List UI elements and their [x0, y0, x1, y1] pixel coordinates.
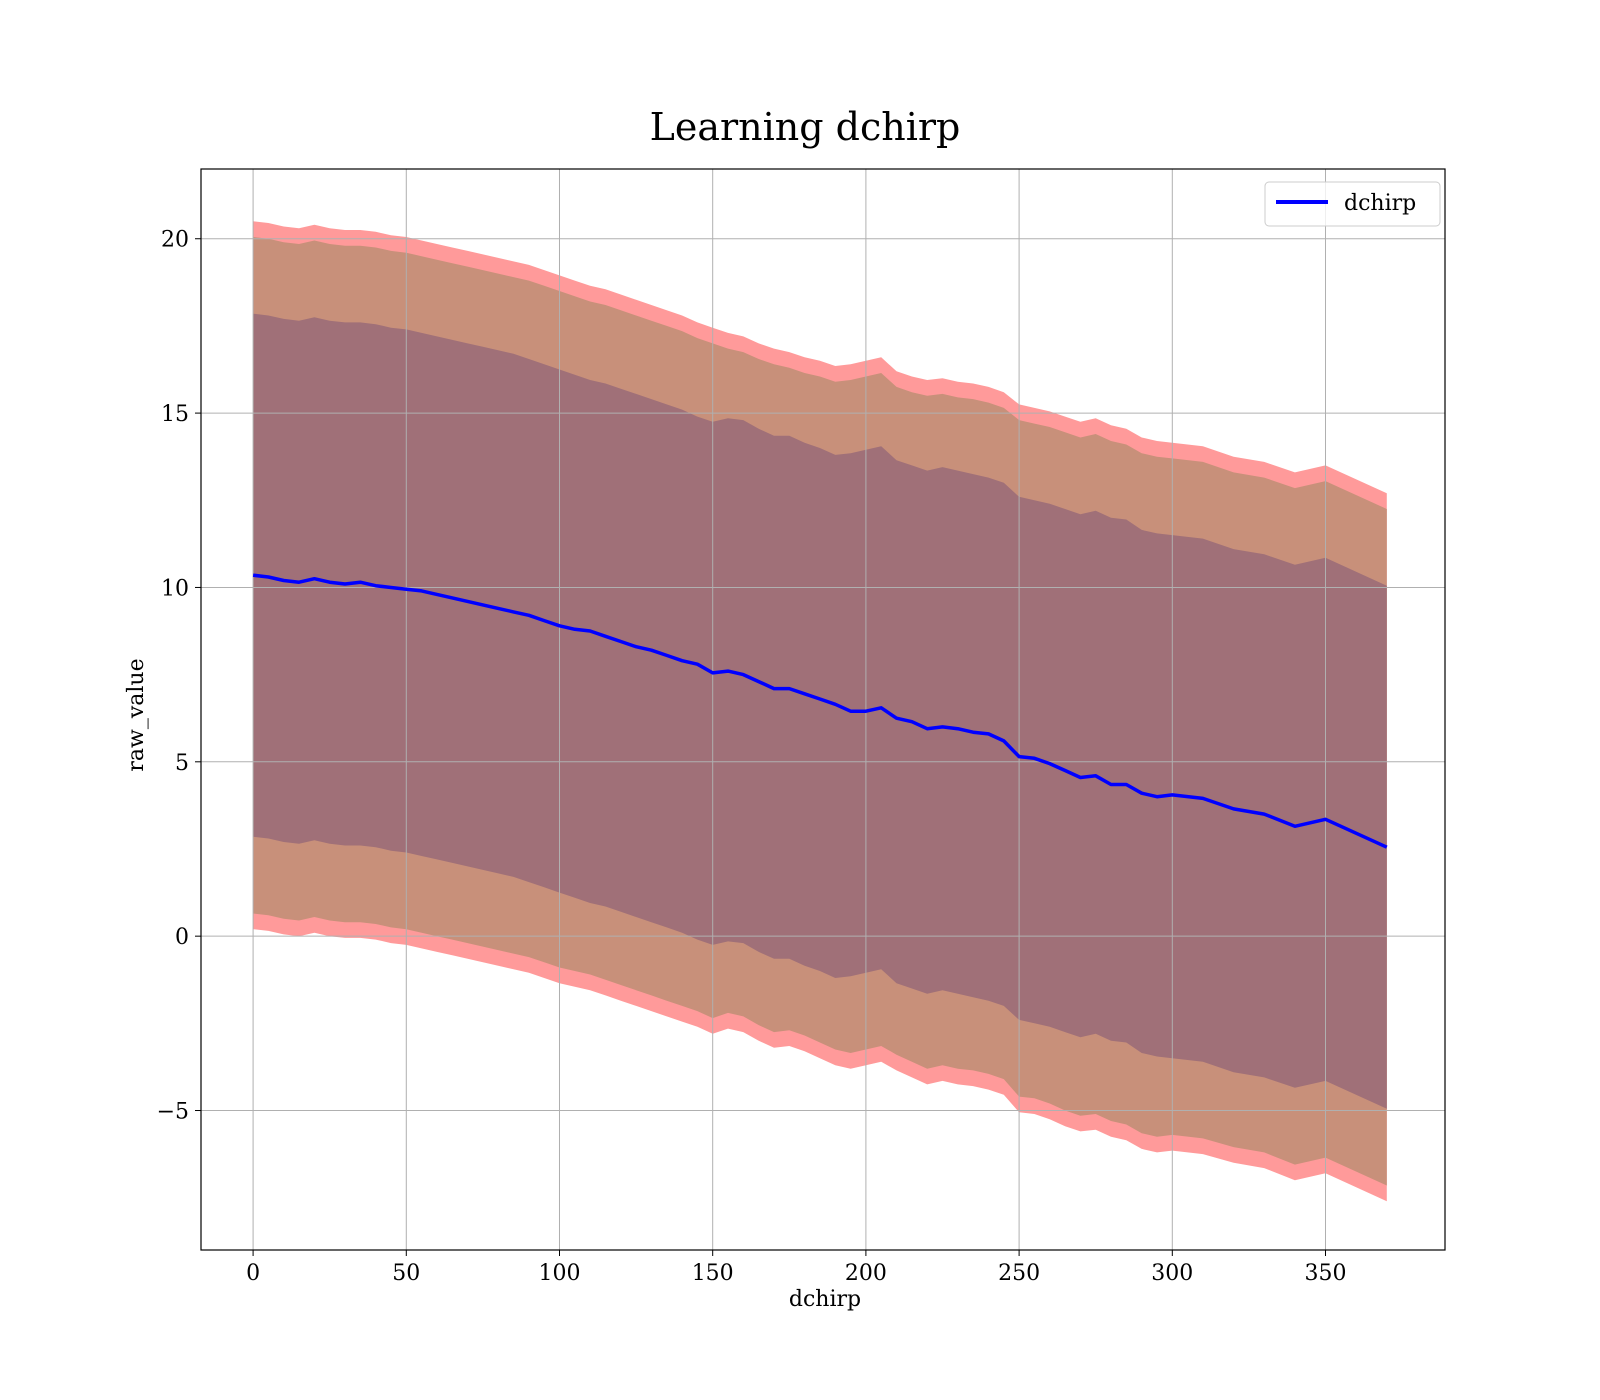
y-tick-label: 20	[161, 228, 189, 253]
grid-lines	[201, 169, 1445, 1250]
y-tick-label: 0	[175, 925, 189, 950]
x-tick-label: 250	[998, 1261, 1040, 1286]
legend: dchirp	[1264, 181, 1441, 227]
legend-label: dchirp	[1344, 191, 1416, 216]
band-inner	[253, 313, 1387, 1109]
y-tick-label: 10	[161, 576, 189, 601]
x-tick-label: 350	[1305, 1261, 1347, 1286]
y-tick-label: −5	[157, 1100, 189, 1125]
x-axis-ticks: 0 50 100 150 200 250 300 350	[246, 1250, 1347, 1286]
chart-title: Learning dchirp	[650, 105, 961, 149]
y-axis-label: raw_value	[124, 658, 149, 771]
x-axis-label: dchirp	[789, 1287, 861, 1312]
x-tick-label: 50	[392, 1261, 420, 1286]
x-tick-label: 150	[692, 1261, 734, 1286]
x-tick-label: 0	[246, 1261, 260, 1286]
x-tick-label: 100	[538, 1261, 580, 1286]
confidence-bands	[253, 221, 1387, 1202]
x-tick-label: 300	[1151, 1261, 1193, 1286]
legend-box	[1264, 181, 1441, 227]
y-tick-label: 5	[175, 751, 189, 776]
series-lines	[252, 573, 1388, 849]
plot-area-frame	[200, 168, 1446, 1251]
y-axis-ticks: −5 0 5 10 15 20	[157, 228, 201, 1125]
x-tick-label: 200	[845, 1261, 887, 1286]
series-line-dchirp	[252, 573, 1388, 849]
y-tick-label: 15	[161, 402, 189, 427]
